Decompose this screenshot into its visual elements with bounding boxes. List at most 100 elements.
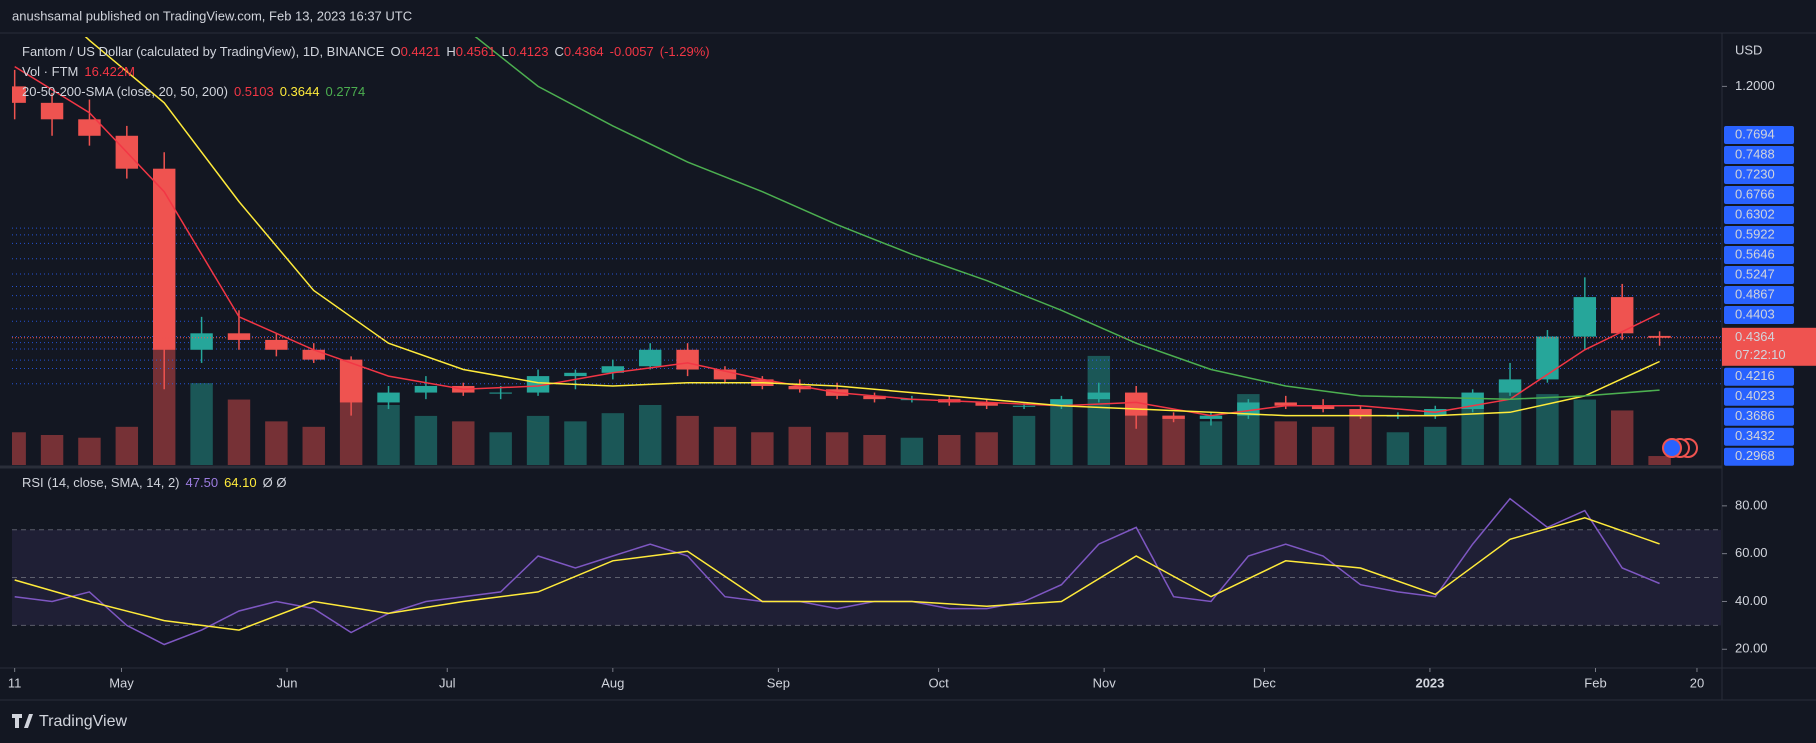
change-pct: (-1.29%) [659, 44, 710, 59]
candle-body [489, 392, 512, 394]
level-label-box [1724, 407, 1794, 426]
level-label: 0.4403 [1735, 306, 1775, 321]
candle-body [1162, 415, 1185, 419]
volume-bar [1012, 415, 1036, 465]
level-label: 0.6766 [1735, 186, 1775, 201]
ohlc-label: O [390, 44, 401, 59]
candle-body [152, 168, 176, 350]
rsi-tick-label: 40.00 [1735, 593, 1768, 608]
volume-bar [78, 437, 101, 465]
candle-body [40, 102, 64, 120]
sma-line [474, 37, 1660, 400]
x-tick-label: May [109, 675, 134, 690]
symbol-title: Fantom / US Dollar (calculated by Tradin… [22, 44, 385, 59]
main-legend: Fantom / US Dollar (calculated by Tradin… [22, 44, 710, 59]
candle-body [713, 369, 737, 380]
price-tag [1722, 327, 1816, 366]
volume-bar [12, 432, 26, 465]
rsi-title: RSI (14, close, SMA, 14, 2) [22, 475, 180, 490]
volume-bar [115, 426, 139, 465]
volume-bar [676, 415, 699, 465]
candle-body [265, 339, 288, 350]
volume-bar [938, 435, 961, 465]
x-tick-label: Jun [277, 675, 298, 690]
rsi-tick-label: 60.00 [1735, 545, 1768, 560]
candle-body [1536, 336, 1559, 380]
level-label: 0.5646 [1735, 246, 1775, 261]
ohlc: L0.4123 [502, 44, 549, 59]
volume-bar [152, 345, 176, 465]
candle-body [78, 119, 101, 136]
countdown: 07:22:10 [1735, 347, 1786, 362]
sma-legend: 20-50-200-SMA (close, 20, 50, 200) 0.510… [22, 84, 365, 99]
candle-body [1498, 379, 1522, 393]
level-label-box [1724, 286, 1794, 304]
x-tick-label: Jul [439, 675, 456, 690]
candle-body [1199, 415, 1223, 419]
candle-body [1237, 402, 1260, 416]
x-tick-label: Oct [928, 675, 949, 690]
ohlc: H0.4561 [446, 44, 495, 59]
candle-body [638, 349, 662, 367]
ohlc: O0.4421 [390, 44, 440, 59]
volume-bar [751, 432, 774, 465]
candle-body [302, 349, 325, 360]
brand: TradingView [39, 713, 127, 730]
x-tick-label: 2023 [1415, 675, 1444, 690]
volume-bar [1498, 383, 1522, 465]
sma-line [84, 37, 1660, 417]
rsi-sma-value: 64.10 [224, 475, 257, 490]
candle-body [1610, 297, 1634, 334]
sma-value: 0.3644 [279, 84, 320, 99]
rsi-legend: RSI (14, close, SMA, 14, 2) 47.50 64.10 … [22, 475, 286, 490]
x-tick-label: 20 [1690, 675, 1704, 690]
candle-body [1349, 409, 1372, 416]
candle-body [1012, 405, 1036, 407]
price-tag-value: 0.4364 [1735, 329, 1775, 344]
level-label-box [1724, 246, 1794, 264]
volume-bar [265, 421, 288, 465]
volume-bar [1311, 426, 1335, 465]
candle-body [975, 402, 998, 406]
volume-bar [1199, 421, 1223, 465]
volume-bar [975, 432, 998, 465]
candle-body [863, 395, 886, 400]
x-tick-label: 11 [8, 675, 22, 690]
ohlc-value: 0.4364 [563, 44, 604, 59]
level-label-box [1724, 387, 1794, 406]
candle-body [377, 392, 400, 403]
volume-bar [1162, 415, 1185, 465]
volume-legend: Vol · FTM 16.422M [22, 64, 135, 79]
price-pane [12, 37, 1721, 465]
volume-title: Vol · FTM [22, 64, 79, 79]
volume-bar [1087, 355, 1111, 465]
candle-body [227, 333, 251, 340]
ohlc-value: 0.4561 [455, 44, 496, 59]
level-label-box [1724, 206, 1794, 224]
volume-bar [601, 413, 625, 465]
volume-bar [863, 435, 886, 465]
candle-body [414, 385, 438, 393]
level-label: 0.2968 [1735, 448, 1775, 463]
x-tick-label: Nov [1093, 675, 1117, 690]
level-label-box [1724, 126, 1794, 144]
volume-bar [227, 399, 251, 465]
volume-bar [638, 405, 662, 465]
ohlc-label: L [501, 44, 509, 59]
level-label-box [1724, 146, 1794, 164]
level-label: 0.7488 [1735, 146, 1775, 161]
x-tick-label: Aug [601, 675, 624, 690]
rsi-line [14, 497, 1660, 646]
candle-body [1274, 402, 1297, 406]
candle-body [12, 86, 26, 103]
rsi-line [14, 517, 1660, 631]
candle-body [526, 376, 550, 393]
level-label: 0.4216 [1735, 368, 1775, 383]
candle-body [564, 372, 587, 377]
volume-bar [564, 421, 587, 465]
publish-info: anushsamal published on TradingView.com,… [12, 8, 412, 23]
candle-body [676, 349, 699, 370]
level-label-box [1724, 166, 1794, 184]
